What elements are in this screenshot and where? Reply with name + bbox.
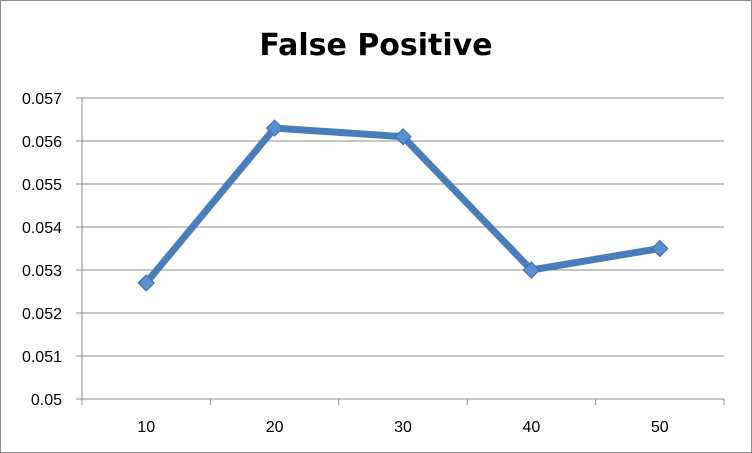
axes (76, 97, 725, 405)
x-tick-label: 20 (266, 419, 284, 436)
x-tick-label: 10 (137, 419, 155, 436)
y-tick-labels: 0.05 0.051 0.052 0.053 0.054 0.055 0.056 0.057 (22, 91, 62, 409)
data-point (522, 261, 541, 279)
y-tick-label: 0.052 (22, 306, 62, 323)
series-line (142, 124, 664, 287)
y-tick-label: 0.054 (22, 220, 62, 237)
x-tick-label: 50 (651, 419, 669, 436)
y-tick-label: 0.051 (22, 349, 62, 366)
y-tick-label: 0.057 (22, 91, 62, 108)
data-point (394, 127, 412, 146)
series-group (137, 119, 669, 292)
data-point (265, 119, 284, 137)
y-tick-label: 0.053 (22, 263, 62, 280)
x-tick-label: 40 (523, 419, 541, 436)
y-tick-label: 0.056 (22, 134, 62, 151)
chart-title: False Positive (259, 28, 493, 63)
data-point (651, 239, 669, 258)
x-tick-label: 30 (394, 419, 412, 436)
y-tick-label: 0.055 (22, 177, 62, 194)
y-tick-label: 0.05 (31, 392, 62, 409)
x-tick-labels: 10 20 30 40 50 (137, 419, 668, 436)
data-point (137, 274, 155, 292)
